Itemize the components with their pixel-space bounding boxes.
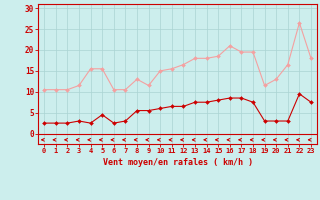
- X-axis label: Vent moyen/en rafales ( km/h ): Vent moyen/en rafales ( km/h ): [103, 158, 252, 167]
